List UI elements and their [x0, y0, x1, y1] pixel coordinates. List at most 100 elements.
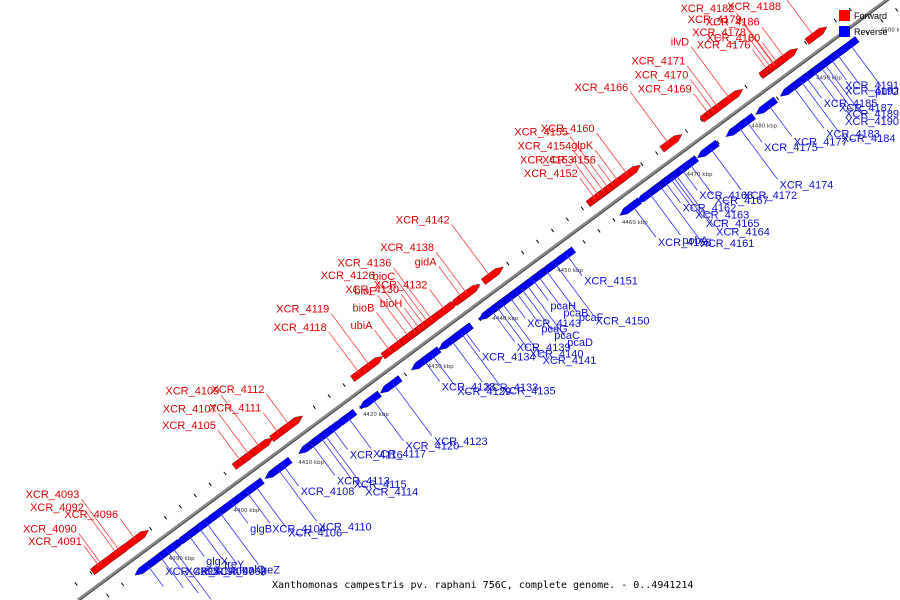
reverse-gene-label[interactable]: XCR_4189	[845, 108, 899, 120]
reverse-gene-arrow[interactable]	[619, 197, 643, 216]
forward-gene-label[interactable]: XCR_4178	[692, 27, 746, 39]
forward-gene-label[interactable]: XCR_4090	[23, 523, 77, 535]
reverse-gene-arrow[interactable]	[553, 246, 577, 265]
reverse-gene-label[interactable]: XCR_4099	[213, 566, 267, 578]
reverse-gene-label[interactable]: XCR_4106	[288, 528, 342, 540]
reverse-gene-label[interactable]: XCR_4164	[716, 226, 770, 238]
forward-gene-label[interactable]: XCR_4126	[321, 270, 375, 282]
reverse-gene-label[interactable]: XCR_4135	[502, 385, 556, 397]
forward-gene-label[interactable]: XCR_4138	[380, 242, 434, 254]
reverse-gene-arrow[interactable]	[379, 375, 403, 394]
forward-gene-arrow[interactable]	[435, 300, 459, 319]
reverse-gene-label[interactable]: XCR_4104	[272, 523, 326, 535]
forward-gene-label[interactable]: XCR_4169	[638, 83, 692, 95]
reverse-gene-label[interactable]: XCR_4120	[405, 441, 459, 453]
reverse-gene-label[interactable]: XCR_4116	[350, 450, 403, 462]
reverse-gene-label[interactable]: XCR_4113	[337, 475, 390, 487]
reverse-gene-label[interactable]: XCR_4143	[527, 318, 581, 330]
reverse-gene-arrow[interactable]	[755, 96, 778, 115]
forward-gene-label[interactable]: XCR_4182	[681, 3, 735, 15]
reverse-gene-label[interactable]: glgB	[250, 524, 272, 536]
forward-gene-label[interactable]: XCR_4160	[541, 123, 595, 135]
forward-gene-label[interactable]: XCR_4093	[26, 489, 80, 501]
reverse-gene-label[interactable]: XCR_4151	[584, 276, 638, 288]
forward-gene-label[interactable]: XCR_4136	[338, 258, 392, 270]
forward-gene-label[interactable]: XCR_4179	[688, 14, 742, 26]
reverse-gene-label[interactable]: XCR_4095	[165, 566, 219, 578]
forward-gene-arrow[interactable]	[775, 48, 799, 67]
reverse-gene-label[interactable]: pcaB	[563, 307, 588, 319]
reverse-gene-label[interactable]: XCR_4150	[596, 316, 650, 328]
reverse-gene-label[interactable]: purU	[875, 86, 899, 98]
reverse-gene-label[interactable]: XCR_4108	[301, 486, 355, 498]
forward-gene-label[interactable]: XCR_4170	[635, 70, 689, 82]
forward-gene-arrow[interactable]	[126, 529, 149, 549]
reverse-gene-arrow[interactable]	[269, 456, 293, 476]
reverse-gene-label[interactable]: glgX	[206, 556, 229, 568]
reverse-gene-label[interactable]: pcaF	[579, 312, 604, 324]
forward-gene-label[interactable]: XCR_4156	[542, 154, 596, 166]
reverse-gene-arrow[interactable]	[242, 477, 265, 496]
forward-gene-label[interactable]: XCR_4112	[211, 384, 264, 396]
reverse-gene-label[interactable]: XCR_4128	[442, 381, 496, 393]
reverse-gene-label[interactable]: XCR_4165	[706, 218, 760, 230]
forward-gene-label[interactable]: bioH	[380, 298, 403, 310]
reverse-gene-label[interactable]: XCR_4175	[764, 142, 818, 154]
forward-gene-label[interactable]: XCR_4105	[162, 420, 216, 432]
reverse-gene-arrow[interactable]	[359, 390, 382, 409]
reverse-gene-label[interactable]: XCR_4140	[530, 348, 584, 360]
reverse-gene-label[interactable]: XCR_4190	[845, 116, 899, 128]
reverse-gene-label[interactable]: XCR_4097	[200, 566, 254, 578]
forward-gene-arrow[interactable]	[804, 26, 828, 45]
reverse-gene-label[interactable]: malQ	[239, 564, 266, 576]
forward-gene-label[interactable]: XCR_4092	[30, 502, 84, 514]
forward-gene-label[interactable]: XCR_4111	[209, 403, 261, 415]
forward-gene-label[interactable]: ubiA	[351, 320, 374, 332]
forward-gene-arrow[interactable]	[480, 266, 504, 285]
reverse-gene-label[interactable]: XCR_4134	[482, 352, 536, 364]
forward-gene-arrow[interactable]	[618, 164, 641, 184]
reverse-gene-label[interactable]: XCR_4167	[715, 195, 769, 207]
reverse-gene-arrow[interactable]	[836, 36, 860, 55]
reverse-gene-arrow[interactable]	[418, 346, 442, 365]
reverse-gene-arrow[interactable]	[733, 113, 756, 132]
forward-gene-label[interactable]: ilvD	[671, 37, 689, 49]
forward-gene-label[interactable]: XCR_4155	[514, 126, 568, 138]
forward-gene-arrow[interactable]	[250, 437, 274, 456]
reverse-gene-label[interactable]: pcaC	[554, 330, 580, 342]
reverse-gene-label[interactable]: XCR_4117	[373, 449, 426, 461]
reverse-gene-label[interactable]: XCR_4123	[434, 436, 488, 448]
reverse-gene-label[interactable]: XCR_4174	[780, 179, 834, 191]
forward-gene-label[interactable]: XCR_4119	[276, 304, 329, 316]
reverse-gene-arrow[interactable]	[334, 408, 358, 428]
reverse-gene-label[interactable]: XCR_4191	[845, 80, 899, 92]
forward-gene-label[interactable]: XCR_4130	[345, 284, 399, 296]
reverse-gene-label[interactable]: XCR_4162	[682, 203, 736, 215]
reverse-gene-label[interactable]: XCR_4163	[695, 209, 749, 221]
forward-gene-label[interactable]: XCR_4132	[374, 279, 428, 291]
forward-gene-arrow[interactable]	[720, 89, 744, 108]
reverse-gene-arrow[interactable]	[697, 139, 720, 159]
reverse-gene-label[interactable]: XCR_4161	[701, 238, 755, 250]
reverse-gene-label[interactable]: XCR_4187	[839, 103, 893, 115]
forward-gene-label[interactable]: glpK	[571, 140, 594, 152]
forward-gene-label[interactable]: XCR_4152	[524, 168, 578, 180]
forward-gene-label[interactable]: XCR_4109	[165, 385, 219, 397]
reverse-gene-label[interactable]: XCR_4183	[826, 128, 880, 140]
reverse-gene-label[interactable]: pcaH	[550, 301, 576, 313]
reverse-gene-arrow[interactable]	[676, 155, 699, 174]
reverse-gene-label[interactable]: XCR_4141	[543, 355, 597, 367]
forward-gene-arrow[interactable]	[457, 284, 481, 303]
forward-gene-label[interactable]: XCR_4118	[274, 322, 327, 334]
forward-gene-label[interactable]: XCR_4186	[706, 17, 760, 29]
reverse-gene-label[interactable]: XCR_4114	[365, 487, 418, 499]
forward-gene-label[interactable]: XCR_4153	[520, 155, 574, 167]
reverse-gene-label[interactable]: XCR_4129	[457, 386, 511, 398]
reverse-gene-label[interactable]: pobA	[682, 235, 708, 247]
forward-gene-label[interactable]: XCR_4091	[28, 536, 82, 548]
forward-gene-arrow[interactable]	[280, 415, 303, 434]
reverse-gene-label[interactable]: XCR_4172	[743, 190, 797, 202]
reverse-gene-label[interactable]: treZ	[260, 564, 280, 576]
forward-gene-label[interactable]: XCR_4176	[697, 40, 751, 52]
reverse-gene-label[interactable]: XCR_4139	[517, 342, 571, 354]
